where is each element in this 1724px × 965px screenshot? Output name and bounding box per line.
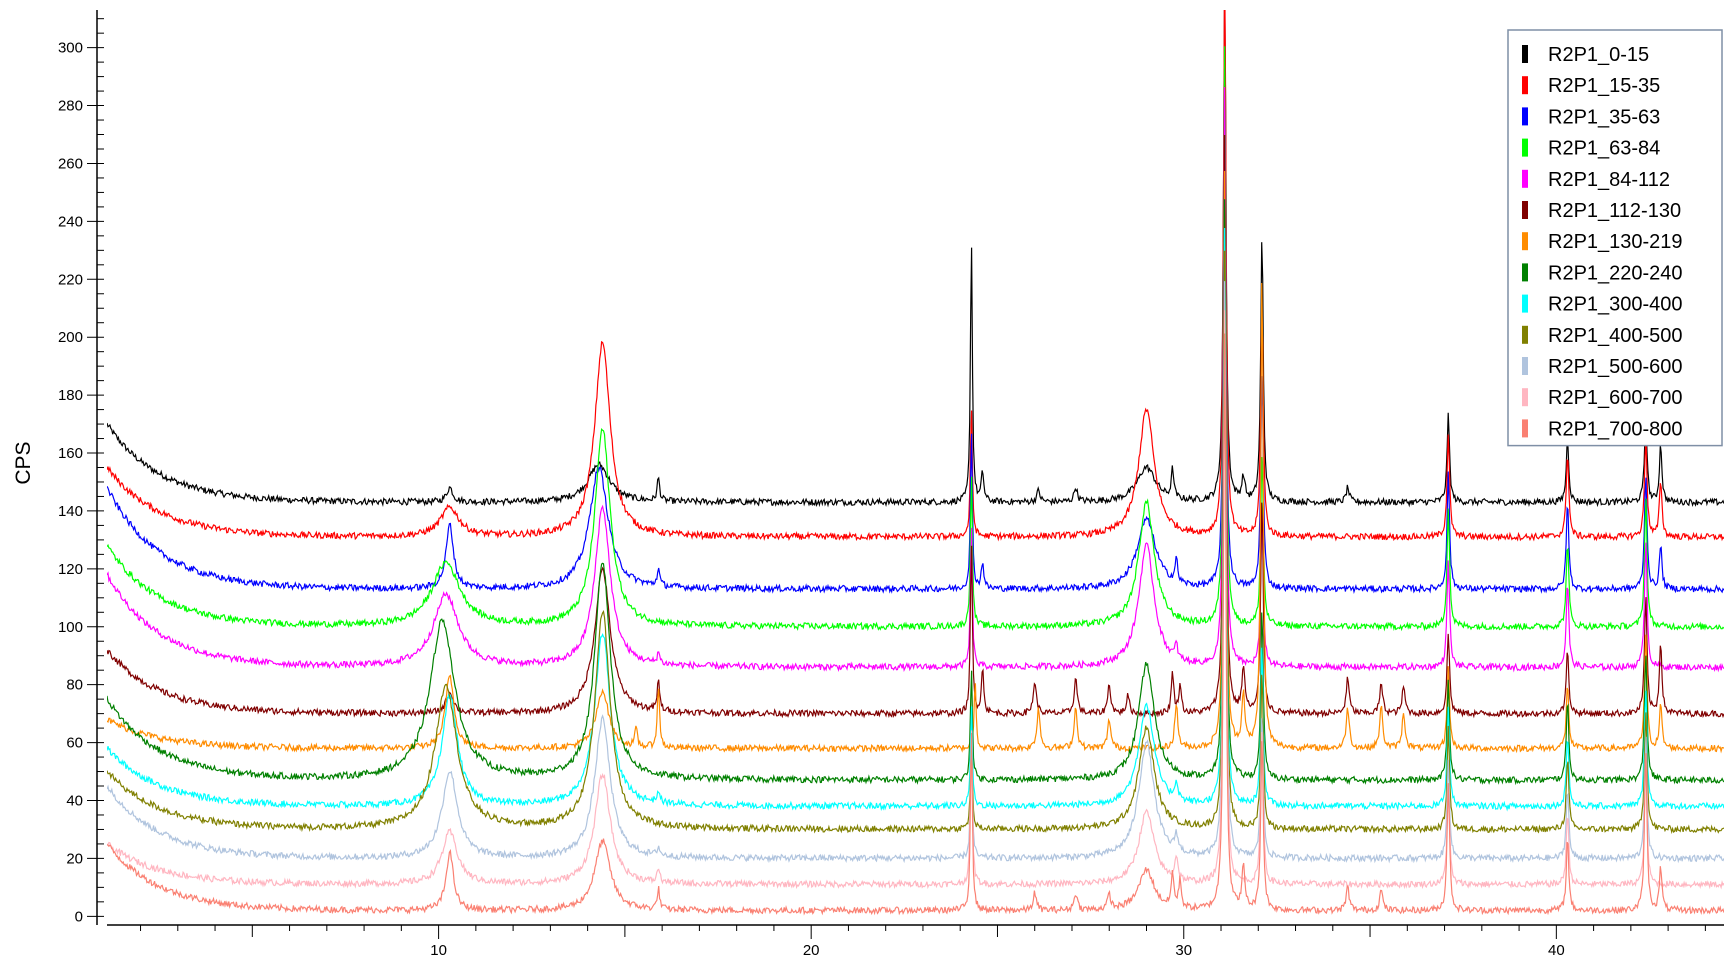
y-tick-label: 240 xyxy=(58,213,83,230)
series-line-11 xyxy=(107,310,1724,890)
legend-label: R2P1_300-400 xyxy=(1548,294,1683,316)
series-line-7 xyxy=(107,199,1724,786)
x-tick-label: 30 xyxy=(1175,942,1192,959)
y-tick-label: 20 xyxy=(66,850,83,867)
y-tick-label: 220 xyxy=(58,271,83,288)
y-axis-title: CPS xyxy=(12,441,35,484)
legend-label: R2P1_700-800 xyxy=(1548,418,1683,440)
y-tick-label: 180 xyxy=(58,387,83,404)
plot-lines xyxy=(107,10,1724,916)
axes: 0 20 40 60 80 100 120 140 160 180 200 220 240 260 280 3… xyxy=(58,10,1724,959)
legend: R2P1_0-15 R2P1_15-35 R2P1_35-63 R2P1_63-84 R… xyxy=(1507,29,1723,447)
legend-swatch xyxy=(1522,138,1528,157)
legend-swatch xyxy=(1522,419,1528,438)
legend-label: R2P1_112-130 xyxy=(1548,200,1681,222)
legend-label: R2P1_84-112 xyxy=(1548,169,1670,191)
x-tick-label: 20 xyxy=(803,942,820,959)
legend-swatch xyxy=(1522,294,1528,313)
x-tick-label: 10 xyxy=(430,942,447,959)
legend-label: R2P1_35-63 xyxy=(1548,106,1660,128)
legend-swatch xyxy=(1522,388,1528,407)
legend-label: R2P1_130-219 xyxy=(1548,231,1683,253)
legend-swatch xyxy=(1522,357,1528,375)
y-tick-label: 80 xyxy=(66,677,83,694)
series-line-2 xyxy=(107,68,1724,594)
y-tick-label: 300 xyxy=(58,40,83,57)
legend-swatch xyxy=(1522,169,1528,188)
series-line-5 xyxy=(107,134,1724,719)
legend-swatch xyxy=(1522,325,1528,344)
y-tick-label: 280 xyxy=(58,98,83,115)
legend-label: R2P1_15-35 xyxy=(1548,75,1660,97)
y-tick-label: 140 xyxy=(58,503,83,520)
y-tick-label: 40 xyxy=(66,792,83,809)
legend-swatch xyxy=(1522,107,1528,126)
y-tick-label: 0 xyxy=(75,908,83,925)
series-line-6 xyxy=(107,170,1724,754)
y-tick-label: 100 xyxy=(58,619,83,636)
legend-swatch xyxy=(1522,45,1528,63)
y-tick-label: 60 xyxy=(66,735,83,752)
y-tick-label: 120 xyxy=(58,561,83,578)
legend-label: R2P1_400-500 xyxy=(1548,325,1683,347)
legend-swatch xyxy=(1522,201,1528,219)
y-tick-label: 260 xyxy=(58,155,83,172)
series-line-0 xyxy=(107,10,1724,508)
legend-label: R2P1_63-84 xyxy=(1548,138,1660,160)
legend-label: R2P1_0-15 xyxy=(1548,44,1649,66)
x-tick-label: 40 xyxy=(1548,942,1565,959)
legend-label: R2P1_500-600 xyxy=(1548,356,1683,378)
legend-box xyxy=(1507,29,1723,447)
series-line-12 xyxy=(107,333,1724,916)
legend-swatch xyxy=(1522,76,1528,95)
legend-label: R2P1_220-240 xyxy=(1548,262,1683,284)
series-line-10 xyxy=(107,281,1724,864)
y-tick-label: 200 xyxy=(58,329,83,346)
series-line-3 xyxy=(107,46,1724,632)
series-line-1 xyxy=(107,10,1724,542)
y-tick-label: 160 xyxy=(58,445,83,462)
legend-label: R2P1_600-700 xyxy=(1548,387,1683,409)
series-line-4 xyxy=(107,87,1724,673)
legend-swatch xyxy=(1522,263,1528,282)
legend-swatch xyxy=(1522,232,1528,251)
series-line-9 xyxy=(107,250,1724,835)
series-line-8 xyxy=(107,227,1724,812)
